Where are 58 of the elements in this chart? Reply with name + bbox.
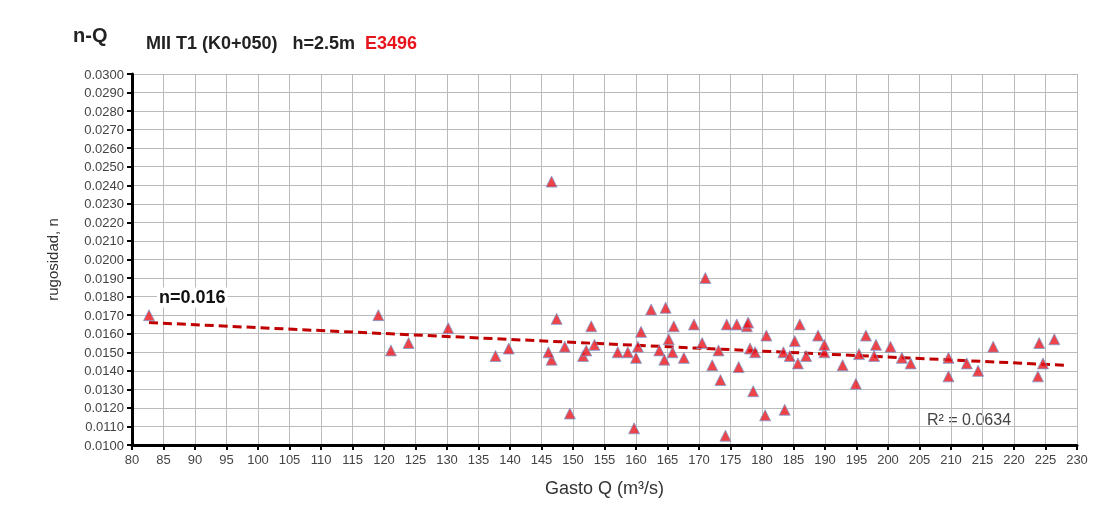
y-tick-label: 0.0120 <box>84 400 124 416</box>
x-tick-label: 160 <box>625 452 647 467</box>
x-tick-label: 215 <box>971 452 994 467</box>
x-tick-label: 100 <box>247 452 269 467</box>
chart-subtitle: MII T1 (K0+050) h=2.5m <box>146 33 356 53</box>
x-tick-label: 90 <box>187 452 203 467</box>
y-tick-label: 0.0160 <box>84 326 124 342</box>
text: E3496 <box>365 33 418 53</box>
y-tick-label: 0.0190 <box>84 270 124 286</box>
chart-title: n-Q <box>73 24 108 46</box>
y-tick-label: 0.0140 <box>84 363 124 379</box>
x-tick-label: 145 <box>530 452 553 467</box>
x-tick-label: 135 <box>467 452 490 467</box>
x-tick-label: 125 <box>404 452 427 467</box>
y-tick-label: 0.0280 <box>84 103 124 119</box>
x-tick-label: 225 <box>1034 452 1057 467</box>
x-tick-label: 80 <box>124 452 140 467</box>
y-tick-label: 0.0170 <box>84 307 124 323</box>
y-tick-label: 0.0150 <box>84 344 124 360</box>
y-tick-label: 0.0290 <box>84 85 124 101</box>
y-tick-label: 0.0220 <box>84 214 124 230</box>
x-tick-label: 185 <box>782 452 805 467</box>
x-tick-label: 175 <box>719 452 742 467</box>
y-tick-label: 0.0240 <box>84 177 124 193</box>
y-tick-label: 0.0100 <box>84 437 124 453</box>
y-tick-label: 0.0210 <box>84 233 124 249</box>
y-tick-label: 0.0130 <box>84 381 124 397</box>
x-tick-label: 105 <box>278 452 301 467</box>
x-tick-label: 170 <box>688 452 710 467</box>
x-tick-label: 115 <box>342 452 363 467</box>
y-tick-label: 0.0110 <box>85 418 124 434</box>
x-tick-label: 130 <box>436 452 458 467</box>
y-tick-label: 0.0200 <box>84 252 124 267</box>
x-tick-label: 165 <box>656 452 679 467</box>
annotation: n=0.016 <box>158 287 226 308</box>
y-tick-label: 0.0180 <box>84 289 124 305</box>
x-tick-label: 120 <box>373 452 395 467</box>
x-tick-label: 195 <box>845 452 868 467</box>
y-axis-title: rugosidad, n <box>44 218 61 301</box>
x-tick-label: 180 <box>751 452 773 467</box>
x-tick-label: 110 <box>310 452 332 467</box>
x-tick-label: 230 <box>1066 452 1088 467</box>
y-tick-label: 0.0230 <box>84 196 124 212</box>
y-tick-label: 0.0250 <box>84 159 124 175</box>
x-tick-label: 190 <box>814 452 836 467</box>
x-tick-label: 150 <box>562 452 584 467</box>
x-tick-label: 205 <box>908 452 931 467</box>
x-axis-title: Gasto Q (m³/s) <box>544 478 665 498</box>
x-tick-label: 200 <box>877 452 899 467</box>
x-tick-label: 140 <box>499 452 521 467</box>
x-tick-label: 220 <box>1003 452 1025 467</box>
y-tick-label: 0.0300 <box>84 66 124 82</box>
y-tick-label: 0.0270 <box>84 122 124 138</box>
x-tick-label: 85 <box>156 452 171 467</box>
x-tick-label: 210 <box>940 452 962 467</box>
x-tick-label: 155 <box>593 452 616 467</box>
y-tick-label: 0.0260 <box>84 140 124 156</box>
x-tick-label: 95 <box>219 452 234 467</box>
